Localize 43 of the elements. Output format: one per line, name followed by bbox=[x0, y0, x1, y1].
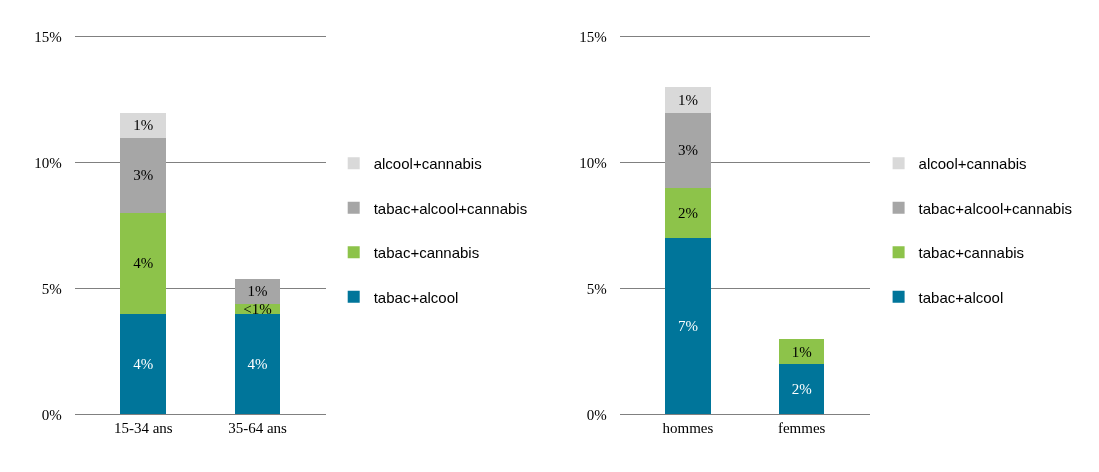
data-label: 4% bbox=[133, 356, 154, 373]
x-tick-label: hommes bbox=[662, 420, 714, 437]
bar bbox=[665, 188, 711, 239]
data-label: 1% bbox=[133, 117, 154, 134]
data-label: 1% bbox=[677, 91, 698, 108]
bar bbox=[120, 313, 167, 415]
legend-label: tabac+cannabis bbox=[373, 244, 480, 262]
x-tick-label: femmes bbox=[777, 420, 826, 437]
data-label: 2% bbox=[677, 205, 698, 222]
data-label: 4% bbox=[247, 356, 268, 373]
bar bbox=[120, 213, 167, 314]
x-tick-label: 15-34 ans bbox=[113, 420, 173, 437]
data-label: 3% bbox=[677, 142, 698, 159]
data-label: 2% bbox=[791, 381, 812, 398]
y-tick-label: 10% bbox=[579, 155, 607, 172]
legend-label: tabac+alcool+cannabis bbox=[373, 199, 528, 217]
data-label: 1% bbox=[247, 283, 268, 300]
y-tick-label: 15% bbox=[34, 29, 62, 46]
y-tick-label: 5% bbox=[41, 280, 62, 297]
bar bbox=[778, 364, 825, 415]
legend-label: alcool+cannabis bbox=[373, 155, 482, 173]
y-tick-label: 5% bbox=[586, 280, 607, 297]
x-tick-label: 35-64 ans bbox=[228, 420, 288, 437]
y-tick-label: 10% bbox=[34, 155, 62, 172]
data-label: 4% bbox=[133, 255, 154, 272]
bar bbox=[234, 313, 281, 415]
y-tick-label: 0% bbox=[586, 406, 607, 423]
bar bbox=[665, 238, 711, 415]
legend-label: tabac+alcool bbox=[373, 288, 459, 306]
legend-label: tabac+cannabis bbox=[918, 244, 1025, 262]
data-label: 1% bbox=[791, 343, 812, 360]
bar bbox=[120, 137, 167, 214]
y-tick-label: 0% bbox=[41, 406, 62, 423]
legend-label: tabac+alcool+cannabis bbox=[918, 199, 1073, 217]
bar bbox=[665, 87, 711, 113]
legend-label: alcool+cannabis bbox=[918, 155, 1027, 173]
data-label: 3% bbox=[133, 167, 154, 184]
data-label: 7% bbox=[677, 318, 698, 335]
y-tick-label: 15% bbox=[579, 29, 607, 46]
bar bbox=[665, 112, 711, 189]
legend-label: tabac+alcool bbox=[918, 288, 1004, 306]
bar bbox=[120, 112, 167, 138]
data-label: <1% bbox=[243, 300, 272, 317]
